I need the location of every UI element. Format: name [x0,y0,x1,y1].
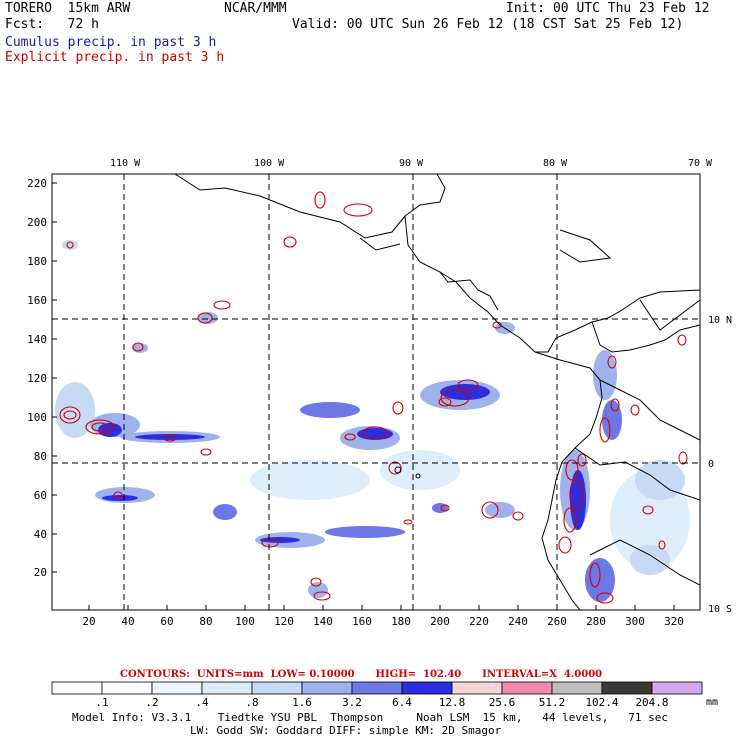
valid-time: Valid: 00 UTC Sun 26 Feb 12 (18 CST Sat … [292,17,684,32]
colorbar-label: 3.2 [342,696,362,709]
colorbar-swatch [101,681,153,695]
y-tick-label: 20 [34,566,47,579]
colorbar-label: 25.6 [489,696,516,709]
lat-label-10s: 10 S [708,604,732,615]
colorbar-label: .8 [245,696,258,709]
y-tick-label: 220 [27,177,47,190]
cumulus-precip-shading [55,240,690,602]
x-tick-label: 280 [586,615,606,628]
colorbar-swatch [351,681,403,695]
lon-label-90w: 90 W [399,158,424,169]
x-tick-label: 160 [352,615,372,628]
coastlines [174,174,700,610]
y-tick-label: 140 [27,333,47,346]
x-tick-label: 180 [391,615,411,628]
lat-label-10n: 10 N [708,315,732,326]
colorbar-swatch [51,681,103,695]
model-info-line2: LW: Godd SW: Goddard DIFF: simple KM: 2D… [190,724,502,737]
colorbar-swatch [401,681,453,695]
colorbar [51,681,703,695]
model-info-line1: Model Info: V3.3.1 Tiedtke YSU PBL Thomp… [72,711,669,724]
colorbar-label: 12.8 [439,696,466,709]
y-tick-label: 60 [34,489,47,502]
colorbar-label: .4 [195,696,209,709]
x-tick-label: 20 [82,615,95,628]
colorbar-label: 51.2 [539,696,566,709]
colorbar-swatch [651,681,703,695]
x-tick-label: 80 [199,615,212,628]
contours-legend: CONTOURS: UNITS=mm LOW= 0.10000 HIGH= 10… [120,669,603,680]
x-tick-label: 260 [547,615,567,628]
colorbar-swatch [251,681,303,695]
colorbar-swatch [301,681,353,695]
frame-ticks [52,182,675,610]
explicit-precip-contours [59,191,688,604]
x-tick-label: 220 [469,615,489,628]
explicit-precip-label: Explicit precip. in past 3 h [5,50,225,65]
x-tick-label: 140 [313,615,333,628]
x-tick-label: 200 [430,615,450,628]
colorbar-swatch [201,681,253,695]
x-tick-label: 120 [274,615,294,628]
colorbar-swatch [451,681,503,695]
init-time: Init: 00 UTC Thu 23 Feb 12 [506,1,710,16]
colorbar-swatch [151,681,203,695]
x-tick-label: 100 [235,615,255,628]
model-name: TORERO 15km ARW [5,1,131,16]
x-tick-label: 40 [121,615,134,628]
lat-lon-grid [52,174,700,610]
colorbar-label: 102.4 [585,696,618,709]
forecast-hour: Fcst: 72 h [5,17,99,32]
colorbar-labels: .1 .2 .4 .8 1.6 3.2 6.4 12.8 25.6 51.2 102.4 204.8 [95,696,668,709]
x-tick-label: 320 [664,615,684,628]
colorbar-swatch [501,681,553,695]
lon-label-100w: 100 W [254,158,285,169]
x-tick-label: 60 [160,615,173,628]
lon-label-110w: 110 W [110,158,141,169]
colorbar-swatch [551,681,603,695]
lon-label-70w: 70 W [688,158,713,169]
lat-label-0: 0 [708,459,714,470]
x-tick-label: 240 [508,615,528,628]
y-tick-label: 80 [34,450,47,463]
colorbar-label: .1 [95,696,108,709]
y-tick-label: 120 [27,372,47,385]
colorbar-swatch [601,681,653,695]
y-tick-label: 200 [27,216,47,229]
organization: NCAR/MMM [224,1,287,16]
colorbar-label: 204.8 [635,696,668,709]
cumulus-precip-label: Cumulus precip. in past 3 h [5,35,217,50]
colorbar-unit: mm [706,697,718,708]
y-tick-label: 40 [34,528,47,541]
colorbar-label: 6.4 [392,696,412,709]
y-tick-label: 100 [27,411,47,424]
colorbar-label: 1.6 [292,696,312,709]
colorbar-label: .2 [145,696,158,709]
y-tick-label: 160 [27,294,47,307]
y-tick-label: 180 [27,255,47,268]
x-tick-label: 300 [625,615,645,628]
lon-label-80w: 80 W [543,158,568,169]
